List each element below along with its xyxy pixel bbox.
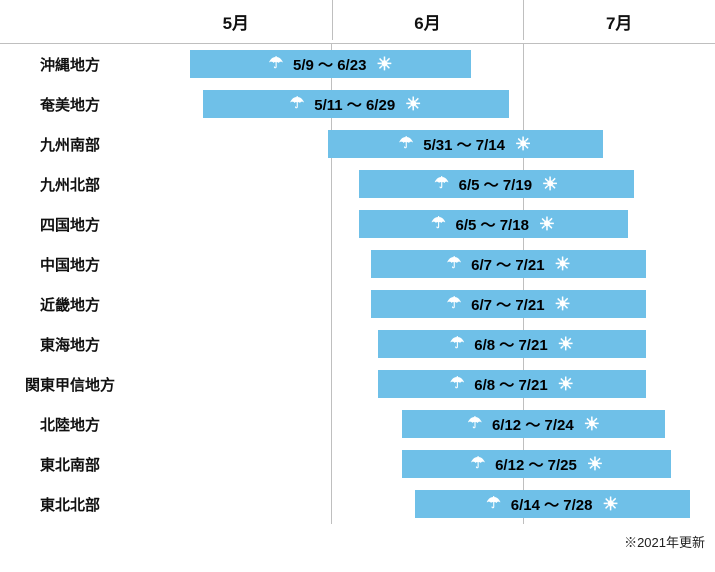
umbrella-icon: ☂ [471, 456, 485, 472]
region-label: 東北南部 [0, 444, 140, 485]
region-row: 沖縄地方 ☂ 5/9 ～ 6/23 ☀ [0, 44, 715, 84]
period-bar: ☂ 6/14 ～ 7/28 ☀ [415, 490, 690, 518]
footnote: ※2021年更新 [0, 524, 715, 551]
umbrella-icon: ☂ [447, 296, 461, 312]
period-label: 6/5 ～ 7/19 [459, 174, 532, 195]
period-bar: ☂ 5/11 ～ 6/29 ☀ [203, 90, 509, 118]
region-row: 関東甲信地方 ☂ 6/8 ～ 7/21 ☀ [0, 364, 715, 404]
sun-icon: ☀ [584, 415, 600, 433]
period-bar: ☂ 6/7 ～ 7/21 ☀ [371, 250, 646, 278]
period-label: 6/7 ～ 7/21 [471, 254, 544, 275]
bar-track: ☂ 6/5 ～ 7/19 ☀ [140, 164, 715, 204]
header-spacer [0, 12, 140, 32]
period-label: 6/8 ～ 7/21 [474, 334, 547, 355]
region-row: 北陸地方 ☂ 6/12 ～ 7/24 ☀ [0, 404, 715, 444]
sun-icon: ☀ [558, 375, 574, 393]
period-label: 5/11 ～ 6/29 [314, 94, 395, 115]
region-row: 東海地方 ☂ 6/8 ～ 7/21 ☀ [0, 324, 715, 364]
months-header: 5月6月7月 [140, 9, 715, 34]
period-bar: ☂ 6/8 ～ 7/21 ☀ [378, 370, 647, 398]
sun-icon: ☀ [602, 495, 618, 513]
umbrella-icon: ☂ [468, 416, 482, 432]
umbrella-icon: ☂ [290, 96, 304, 112]
bar-track: ☂ 6/8 ～ 7/21 ☀ [140, 364, 715, 404]
bar-track: ☂ 5/31 ～ 7/14 ☀ [140, 124, 715, 164]
region-row: 九州南部 ☂ 5/31 ～ 7/14 ☀ [0, 124, 715, 164]
chart-body: 沖縄地方 ☂ 5/9 ～ 6/23 ☀ 奄美地方 ☂ 5/11 ～ 6/29 ☀ 九州南部 ☂ 5/… [0, 44, 715, 524]
sun-icon: ☀ [542, 175, 558, 193]
period-bar: ☂ 5/31 ～ 7/14 ☀ [328, 130, 603, 158]
umbrella-icon: ☂ [450, 336, 464, 352]
bar-track: ☂ 6/8 ～ 7/21 ☀ [140, 324, 715, 364]
bar-track: ☂ 6/14 ～ 7/28 ☀ [140, 484, 715, 524]
period-bar: ☂ 6/12 ～ 7/25 ☀ [402, 450, 671, 478]
region-row: 東北南部 ☂ 6/12 ～ 7/25 ☀ [0, 444, 715, 484]
period-label: 6/5 ～ 7/18 [456, 214, 529, 235]
period-label: 6/8 ～ 7/21 [474, 374, 547, 395]
period-label: 6/7 ～ 7/21 [471, 294, 544, 315]
period-label: 5/9 ～ 6/23 [293, 54, 366, 75]
month-header-cell: 7月 [523, 9, 715, 34]
month-header-cell: 6月 [332, 9, 524, 34]
period-label: 5/31 ～ 7/14 [423, 134, 505, 155]
month-header-row: 5月6月7月 [0, 0, 715, 44]
period-label: 6/14 ～ 7/28 [511, 494, 593, 515]
region-label: 四国地方 [0, 204, 140, 245]
region-label: 東北北部 [0, 484, 140, 525]
bar-track: ☂ 6/12 ～ 7/24 ☀ [140, 404, 715, 444]
region-label: 奄美地方 [0, 84, 140, 125]
region-label: 中国地方 [0, 244, 140, 285]
period-label: 6/12 ～ 7/25 [495, 454, 577, 475]
bar-track: ☂ 6/5 ～ 7/18 ☀ [140, 204, 715, 244]
sun-icon: ☀ [555, 295, 571, 313]
bar-track: ☂ 5/11 ～ 6/29 ☀ [140, 84, 715, 124]
region-row: 九州北部 ☂ 6/5 ～ 7/19 ☀ [0, 164, 715, 204]
region-row: 中国地方 ☂ 6/7 ～ 7/21 ☀ [0, 244, 715, 284]
sun-icon: ☀ [555, 255, 571, 273]
umbrella-icon: ☂ [450, 376, 464, 392]
sun-icon: ☀ [515, 135, 531, 153]
region-label: 九州南部 [0, 124, 140, 165]
sun-icon: ☀ [376, 55, 392, 73]
period-bar: ☂ 6/7 ～ 7/21 ☀ [371, 290, 646, 318]
sun-icon: ☀ [539, 215, 555, 233]
umbrella-icon: ☂ [434, 176, 448, 192]
region-row: 奄美地方 ☂ 5/11 ～ 6/29 ☀ [0, 84, 715, 124]
region-row: 近畿地方 ☂ 6/7 ～ 7/21 ☀ [0, 284, 715, 324]
rainy-season-gantt: 5月6月7月 沖縄地方 ☂ 5/9 ～ 6/23 ☀ 奄美地方 ☂ 5/11 ～ 6/29 ☀… [0, 0, 715, 551]
period-bar: ☂ 6/5 ～ 7/18 ☀ [359, 210, 628, 238]
region-label: 北陸地方 [0, 404, 140, 445]
umbrella-icon: ☂ [431, 216, 445, 232]
bar-track: ☂ 5/9 ～ 6/23 ☀ [140, 44, 715, 84]
sun-icon: ☀ [587, 455, 603, 473]
region-label: 九州北部 [0, 164, 140, 205]
month-header-cell: 5月 [140, 9, 332, 34]
umbrella-icon: ☂ [447, 256, 461, 272]
sun-icon: ☀ [405, 95, 421, 113]
region-row: 四国地方 ☂ 6/5 ～ 7/18 ☀ [0, 204, 715, 244]
region-label: 沖縄地方 [0, 44, 140, 85]
region-row: 東北北部 ☂ 6/14 ～ 7/28 ☀ [0, 484, 715, 524]
bar-track: ☂ 6/7 ～ 7/21 ☀ [140, 244, 715, 284]
period-bar: ☂ 6/8 ～ 7/21 ☀ [378, 330, 647, 358]
bar-track: ☂ 6/7 ～ 7/21 ☀ [140, 284, 715, 324]
period-bar: ☂ 5/9 ～ 6/23 ☀ [190, 50, 471, 78]
umbrella-icon: ☂ [269, 56, 283, 72]
region-label: 近畿地方 [0, 284, 140, 325]
region-label: 東海地方 [0, 324, 140, 365]
bar-track: ☂ 6/12 ～ 7/25 ☀ [140, 444, 715, 484]
region-label: 関東甲信地方 [0, 364, 140, 405]
umbrella-icon: ☂ [486, 496, 500, 512]
period-bar: ☂ 6/5 ～ 7/19 ☀ [359, 170, 634, 198]
period-bar: ☂ 6/12 ～ 7/24 ☀ [402, 410, 664, 438]
umbrella-icon: ☂ [399, 136, 413, 152]
period-label: 6/12 ～ 7/24 [492, 414, 574, 435]
sun-icon: ☀ [558, 335, 574, 353]
